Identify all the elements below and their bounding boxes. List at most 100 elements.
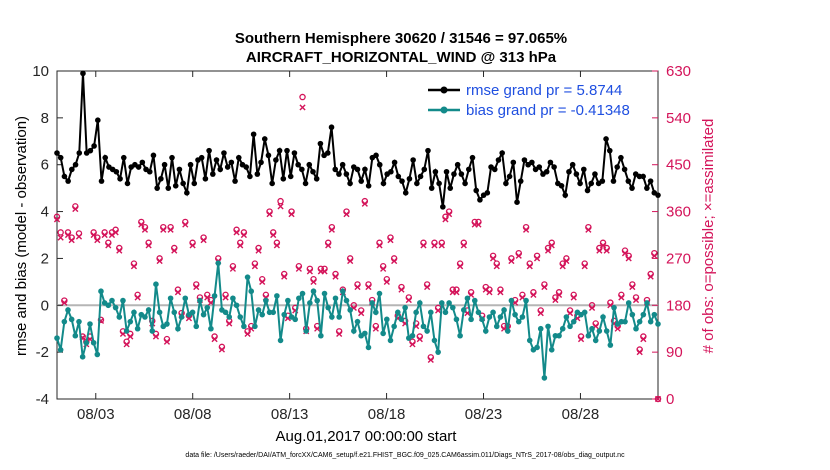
obs-assimilated-point	[229, 265, 236, 272]
bias-point	[526, 337, 533, 344]
bias-point	[321, 290, 328, 297]
obs-assimilated-point	[372, 325, 379, 332]
obs-assimilated-point	[548, 242, 555, 249]
rmse-point	[543, 168, 550, 175]
bias-point	[255, 307, 262, 313]
bias-point	[65, 307, 71, 313]
obs-assimilated-point	[460, 242, 467, 249]
rmse-point	[295, 161, 301, 168]
bias-point	[116, 314, 123, 320]
rmse-point	[91, 143, 97, 149]
bias-point	[504, 328, 511, 334]
bias-point	[519, 314, 526, 320]
rmse-point	[640, 173, 646, 180]
rmse-point	[69, 166, 75, 173]
obs-assimilated-point	[515, 252, 522, 259]
obs-assimilated-point	[376, 242, 383, 249]
rmse-point	[102, 154, 109, 161]
rmse-point	[614, 164, 620, 170]
rmse-point	[98, 178, 105, 184]
rmse-point	[428, 185, 435, 191]
bias-point	[318, 332, 324, 339]
rmse-point	[172, 183, 179, 189]
legend-label: rmse grand pr = 5.8744	[466, 82, 622, 99]
bias-point	[479, 316, 485, 323]
bias-point	[362, 330, 368, 337]
obs-assimilated-point	[585, 226, 592, 233]
plot-frame	[56, 70, 659, 400]
rmse-point	[284, 147, 290, 154]
bias-point	[490, 309, 496, 316]
obs-assimilated-point	[640, 336, 647, 343]
rmse-point	[317, 140, 324, 147]
bias-point	[244, 274, 251, 280]
y-tick-label-left: -4	[36, 391, 49, 408]
obs-assimilated-point	[336, 330, 343, 338]
obs-possible-point	[299, 93, 306, 101]
obs-possible-point	[57, 229, 64, 236]
bias-point	[453, 316, 460, 323]
rmse-point	[458, 171, 465, 177]
obs-assimilated-point	[596, 247, 603, 254]
obs-assimilated-point	[204, 294, 211, 301]
obs-assimilated-point	[435, 307, 442, 314]
bias-point	[486, 314, 493, 320]
obs-assimilated-point	[493, 263, 500, 270]
rmse-point	[506, 173, 513, 180]
obs-possible-point	[277, 197, 284, 205]
rmse-point	[165, 185, 172, 191]
obs-assimilated-point	[486, 289, 493, 296]
obs-assimilated-point	[588, 304, 596, 311]
obs-assimilated-point	[365, 283, 372, 291]
rmse-point	[514, 199, 520, 205]
bias-point	[68, 316, 75, 323]
bias-point	[633, 325, 639, 332]
rmse-point	[343, 171, 350, 177]
obs-assimilated-point	[53, 216, 61, 223]
rmse-point	[573, 171, 580, 177]
bias-point	[222, 309, 229, 316]
obs-assimilated-point	[328, 226, 335, 233]
rmse-point	[558, 183, 565, 189]
obs-assimilated-point	[552, 296, 559, 304]
obs-assimilated-point	[218, 346, 226, 353]
obs-assimilated-point	[530, 291, 537, 298]
y-tick-label-right: 180	[666, 297, 691, 314]
bias-point	[145, 307, 152, 313]
bias-point	[215, 260, 222, 266]
obs-assimilated-point	[647, 273, 654, 280]
bias-point	[98, 288, 104, 295]
rmse-point	[406, 175, 413, 182]
bias-point	[296, 295, 302, 302]
bias-point	[61, 318, 68, 325]
rmse-point	[280, 175, 287, 182]
obs-assimilated-point	[577, 336, 585, 343]
bias-point	[94, 351, 101, 358]
obs-assimilated-point	[299, 104, 306, 111]
y-tick-label-left: 10	[32, 63, 49, 80]
legend-marker	[440, 86, 448, 94]
bias-point	[431, 337, 438, 344]
obs-assimilated-point	[629, 283, 636, 291]
rmse-point	[117, 175, 123, 182]
rmse-point	[606, 147, 613, 154]
bias-point	[307, 300, 313, 306]
rmse-point	[510, 159, 517, 166]
rmse-point	[414, 180, 420, 187]
bias-point	[387, 337, 394, 344]
bias-point	[655, 321, 661, 327]
obs-assimilated-point	[446, 211, 453, 218]
x-tick-label: 08/28	[562, 406, 600, 423]
rmse-point	[176, 166, 183, 173]
rmse-point	[410, 157, 416, 163]
obs-assimilated-point	[383, 278, 390, 285]
bias-point	[567, 323, 573, 330]
bias-point	[427, 309, 434, 316]
chart-title-line2: AIRCRAFT_HORIZONTAL_WIND @ 313 hPa	[246, 49, 557, 66]
bias-point	[493, 323, 500, 330]
rmse-point	[577, 180, 583, 187]
obs-assimilated-point	[544, 247, 552, 254]
rmse-point	[655, 192, 661, 198]
bias-point	[548, 347, 555, 353]
bias-point	[193, 323, 200, 330]
